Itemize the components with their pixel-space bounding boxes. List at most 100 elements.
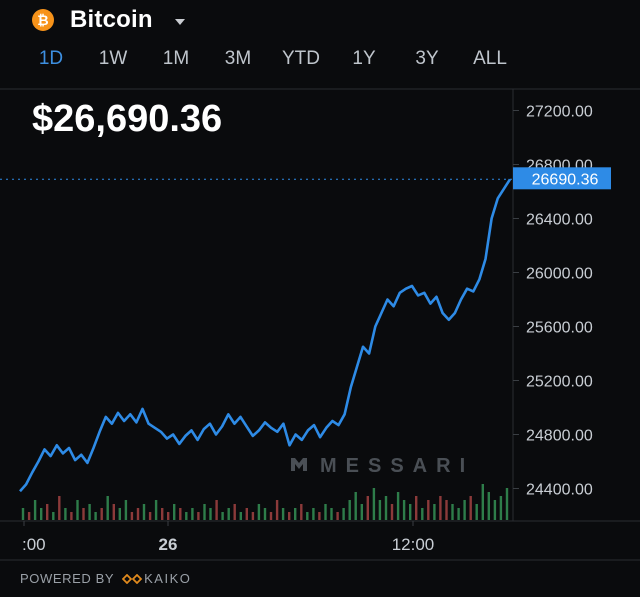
y-axis-ticks: 24400.00 24800.00 25200.00 25600.00 26000.00… [513,104,593,499]
volume-bar [481,484,484,520]
volume-bar [396,492,400,520]
kaiko-text: KAIKO [144,571,192,586]
volume-bar [342,508,345,520]
volume-bar [167,512,170,520]
volume-bar [100,508,103,520]
chevron-down-icon[interactable] [174,18,185,25]
tab-1w[interactable]: 1W [98,48,128,69]
volume-bar [288,512,291,520]
y-tick-label: 26400.00 [526,212,593,229]
volume-bar [185,512,188,520]
volume-bar [203,504,206,520]
volume-bar [336,512,339,520]
volume-bar [221,512,224,520]
volume-bar [64,508,67,520]
tab-all[interactable]: ALL [473,48,507,69]
volume-bar [330,508,333,520]
timeframe-tabs: 1D 1W 1M 3M YTD 1Y 3Y ALL [0,48,640,76]
volume-bar [233,504,236,520]
bitcoin-icon: ₿ [32,9,54,31]
volume-bar [306,512,309,520]
last-price-tag: 26690.36 [513,167,611,190]
tab-1d[interactable]: 1D [38,48,64,69]
volume-bar [173,504,176,520]
volume-bar [215,500,218,520]
volume-bar [499,496,503,520]
current-price: $26,690.36 [32,98,223,140]
watermark-text: MESSARI [320,455,474,477]
volume-bar [372,488,376,520]
volume-bar [415,496,418,520]
volume-bar [421,508,424,520]
x-tick-label: 12:00 [392,535,435,554]
volume-bar [427,500,430,520]
asset-header[interactable]: ₿ Bitcoin [32,6,185,34]
volume-bar [275,500,279,520]
volume-bar [294,508,297,520]
volume-bar [402,500,406,520]
volume-bar [27,512,31,520]
volume-bar [451,504,454,520]
x-tick-label: 26 [159,535,178,554]
volume-bar [245,508,248,520]
volume-bar [118,508,121,520]
volume-bar [209,508,212,520]
y-tick-label: 24400.00 [526,482,593,499]
y-tick-label: 27200.00 [526,104,593,121]
volume-bar [124,500,128,520]
footer: POWERED BY KAIKO [20,571,191,586]
volume-bar [227,508,230,520]
volume-bar [433,504,436,520]
volume-bar [378,500,382,520]
volume-bar [179,508,182,520]
volume-bar [58,496,61,520]
volume-bar [390,504,394,520]
volume-bar [161,508,164,520]
volume-bar [505,488,509,520]
volume-bar [106,496,109,520]
volume-bar [21,508,25,520]
tab-ytd[interactable]: YTD [282,48,320,69]
volume-bar [487,492,490,520]
kaiko-icon [122,573,143,584]
tab-1y[interactable]: 1Y [352,48,376,69]
volume-bar [281,508,285,520]
volume-bar [445,500,448,520]
volume-bar [239,512,242,520]
volume-bar [300,504,303,520]
volume-bar [469,496,472,520]
price-series-line [19,178,512,493]
volume-bar [88,504,91,520]
volume-bar [257,504,261,520]
volume-bar [263,508,267,520]
volume-bar [76,500,79,520]
volume-bar [191,508,194,520]
tab-1m[interactable]: 1M [162,48,190,69]
volume-bar [130,512,134,520]
volume-bar [439,496,442,520]
volume-bar [324,504,327,520]
volume-bars [21,484,509,520]
y-tick-label: 25600.00 [526,320,593,337]
y-tick-label: 25200.00 [526,374,593,391]
messari-watermark: MESSARI [291,455,474,477]
tab-3y[interactable]: 3Y [415,48,439,69]
kaiko-logo[interactable]: KAIKO [122,571,191,586]
tab-3m[interactable]: 3M [224,48,252,69]
volume-bar [251,512,255,520]
y-tick-label: 26000.00 [526,266,593,283]
volume-bar [148,512,152,520]
volume-bar [52,512,55,520]
volume-bar [142,504,146,520]
volume-bar [112,504,115,520]
volume-bar [366,496,369,520]
volume-bar [475,504,478,520]
last-price-badge [513,167,611,190]
volume-bar [384,496,388,520]
powered-by-label: POWERED BY [20,571,115,586]
volume-bar [82,508,85,520]
volume-bar [40,508,43,520]
volume-bar [197,512,200,520]
x-axis-ticks: :00 26 12:00 [22,521,434,554]
